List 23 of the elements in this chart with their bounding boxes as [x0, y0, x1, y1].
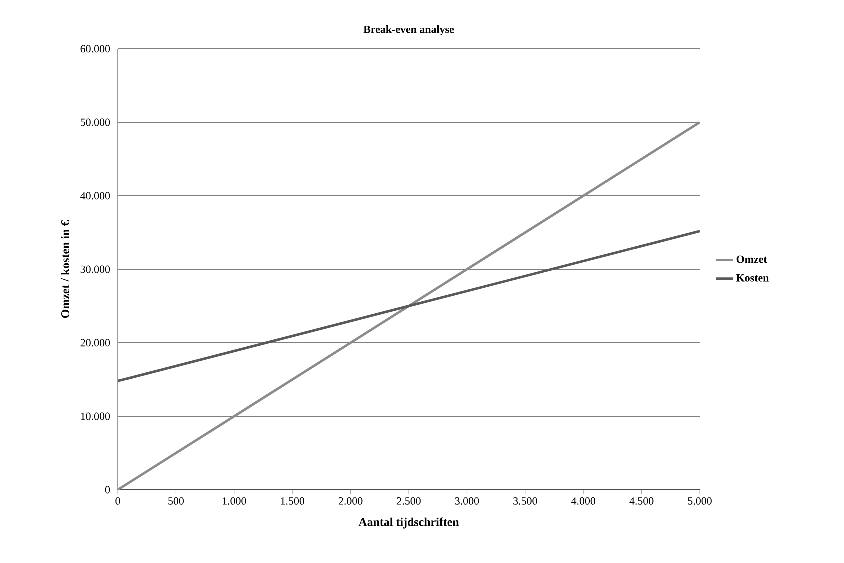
y-tick-label: 60.000: [80, 45, 110, 53]
chart-title: Break-even analyse: [364, 26, 454, 36]
x-tick-label: 3.500: [514, 498, 538, 505]
y-axis-title: Omzet / kosten in €: [61, 220, 70, 318]
legend-label: Omzet: [736, 256, 768, 264]
y-tick-label: 30.000: [80, 266, 110, 274]
legend-label: Kosten: [736, 274, 770, 282]
y-tick-label: 40.000: [80, 192, 110, 200]
x-tick-label: 4.500: [630, 498, 654, 505]
x-tick-label: 0: [116, 498, 120, 505]
x-tick-label: 4.000: [571, 498, 596, 505]
x-tick-label: 2.000: [338, 498, 363, 505]
x-tick-label: 5.000: [688, 498, 712, 505]
y-tick-label: 20.000: [80, 339, 110, 347]
x-tick-label: 2.500: [397, 498, 421, 505]
x-tick-label: 3.000: [455, 498, 480, 505]
x-tick-label: 1.500: [281, 498, 305, 505]
x-tick-label: 500: [168, 498, 184, 505]
x-tick-label: 1.000: [223, 498, 246, 505]
y-tick-label: 10.000: [81, 412, 110, 420]
x-axis-title: Aantal tijdschriften: [358, 518, 460, 529]
y-tick-label: 50.000: [80, 118, 110, 126]
y-tick-label: 0: [105, 486, 110, 494]
